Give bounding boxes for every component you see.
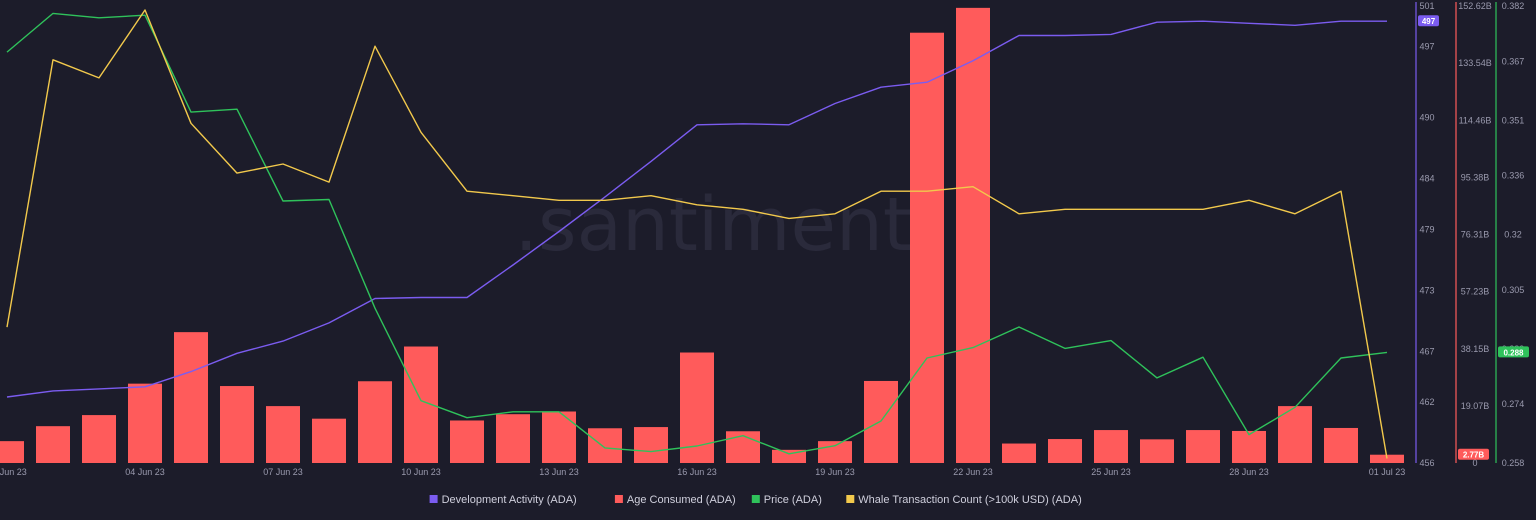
age-consumed-bar (1140, 439, 1174, 463)
age-consumed-bar (174, 332, 208, 463)
price-axis-tick-label: 0.336 (1502, 171, 1525, 181)
y-axes: 501 497 490 484 479 473 467 462 456 152.62B 133.54… (1415, 1, 1525, 468)
x-tick-label: 25 Jun 23 (1091, 467, 1131, 477)
dev-axis-tick-label: 490 (1419, 113, 1434, 123)
age-consumed-bar (1094, 430, 1128, 463)
legend[interactable]: Development Activity (ADA) Age Consumed (… (429, 494, 1082, 506)
whale-transaction-count-100k-usd-ada-line (6, 9, 1388, 459)
age-consumed-bar (1324, 427, 1358, 463)
age-consumed-bar (680, 352, 714, 463)
legend-item-whale-transaction-count-100k-usd-ada[interactable]: Whale Transaction Count (>100k USD) (ADA… (846, 494, 1082, 506)
age-consumed-bar (1048, 439, 1082, 463)
price-axis-tick-label: 0.351 (1502, 115, 1525, 125)
age-consumed-bar (450, 420, 484, 463)
age-consumed-bar (1232, 430, 1266, 463)
price-axis-tick-label: 0.32 (1504, 230, 1522, 240)
legend-label: Price (ADA) (764, 494, 822, 506)
age-axis-tick-label: 133.54B (1458, 58, 1492, 68)
price-ada-last-value-label: 0.288 (1503, 348, 1524, 357)
x-tick-label: 16 Jun 23 (677, 467, 717, 477)
legend-item-development-activity-ada[interactable]: Development Activity (ADA) (429, 494, 577, 506)
age-consumed-bar (496, 414, 530, 463)
age-consumed-bar (0, 441, 24, 463)
legend-label: Development Activity (ADA) (442, 494, 577, 506)
age-consumed-bar (588, 428, 622, 463)
legend-item-price-ada[interactable]: Price (ADA) (751, 494, 822, 506)
age-consumed-ada-last-value-label: 2.77B (1463, 451, 1485, 460)
age-consumed-bar (220, 386, 254, 463)
dev-axis-tick-label: 501 (1419, 1, 1434, 11)
dev-axis-tick-label: 484 (1419, 174, 1434, 184)
age-consumed-bar (36, 426, 70, 463)
dev-axis-tick-label: 479 (1419, 224, 1434, 234)
age-axis-tick-label: 114.46B (1459, 115, 1492, 125)
legend-label: Age Consumed (ADA) (627, 494, 736, 506)
development-activity-ada-line (6, 20, 1387, 398)
age-consumed-ada-last-value-badge (1458, 448, 1489, 460)
age-consumed-bar (312, 418, 346, 463)
price-ada-line (6, 12, 1388, 455)
age-consumed-bar (1186, 430, 1220, 463)
age-consumed-bars (0, 7, 1404, 463)
x-tick-label: 10 Jun 23 (401, 467, 441, 477)
price-axis-tick-label: 0.382 (1502, 1, 1525, 11)
age-consumed-bar (1002, 443, 1036, 463)
age-consumed-bar (128, 383, 162, 463)
legend-label: Whale Transaction Count (>100k USD) (ADA… (858, 494, 1081, 506)
legend-swatch (846, 495, 855, 503)
age-axis-tick-label: 19.07B (1461, 401, 1490, 411)
legend-swatch (614, 495, 623, 503)
price-axis-tick-label: 0.305 (1502, 285, 1525, 295)
x-tick-label: 28 Jun 23 (1229, 467, 1269, 477)
x-tick-label: 13 Jun 23 (539, 467, 579, 477)
age-consumed-bar (634, 427, 668, 463)
age-axis-tick-label: 38.15B (1461, 344, 1490, 354)
price-axis-tick-label: 0.367 (1502, 56, 1525, 66)
age-axis-tick-label: 152.62B (1458, 1, 1492, 11)
age-consumed-bar (1278, 406, 1312, 463)
x-tick-label: 01 Jun 23 (0, 467, 27, 477)
age-consumed-bar (542, 411, 576, 463)
age-consumed-bar (772, 449, 806, 463)
age-consumed-bar (956, 7, 990, 463)
dev-axis-tick-label: 473 (1419, 285, 1434, 295)
series-lines (6, 9, 1388, 459)
legend-swatch (751, 495, 760, 503)
dev-axis-tick-label: 456 (1419, 458, 1434, 468)
age-consumed-bar (726, 431, 760, 463)
legend-swatch (429, 495, 438, 503)
age-axis-tick-label: 0 (1472, 458, 1477, 468)
legend-item-age-consumed-ada[interactable]: Age Consumed (ADA) (614, 494, 736, 506)
age-axis-tick-label: 57.23B (1461, 287, 1490, 297)
last-value-badges: 497 2.77B 0.288 (1418, 15, 1529, 460)
x-tick-label: 01 Jul 23 (1369, 467, 1406, 477)
age-consumed-bar (910, 32, 944, 463)
x-axis: 01 Jun 23 04 Jun 23 07 Jun 23 10 Jun 23 13 J… (0, 467, 1405, 477)
age-consumed-bar (358, 381, 392, 463)
price-axis-tick-label: 0.274 (1502, 399, 1525, 409)
age-consumed-bar (864, 380, 898, 463)
x-tick-label: 22 Jun 23 (953, 467, 993, 477)
dev-axis-tick-label: 462 (1419, 397, 1434, 407)
age-consumed-bar (1370, 454, 1404, 463)
age-consumed-bar (818, 441, 852, 463)
dev-axis-tick-label: 497 (1419, 42, 1434, 52)
price-ada-last-value-badge (1498, 346, 1529, 358)
age-consumed-bar (82, 415, 116, 463)
x-tick-label: 04 Jun 23 (125, 467, 165, 477)
price-axis-tick-label: 0.258 (1502, 458, 1525, 468)
x-tick-label: 07 Jun 23 (263, 467, 303, 477)
age-axis-tick-label: 76.31B (1461, 230, 1490, 240)
age-consumed-bar (266, 406, 300, 463)
x-tick-label: 19 Jun 23 (815, 467, 855, 477)
santiment-watermark: .santiment. (515, 182, 936, 268)
development-activity-ada-last-value-label: 497 (1422, 17, 1436, 26)
age-axis-tick-label: 95.38B (1461, 172, 1490, 182)
development-activity-ada-last-value-badge (1418, 15, 1439, 27)
dev-axis-tick-label: 467 (1419, 346, 1434, 356)
